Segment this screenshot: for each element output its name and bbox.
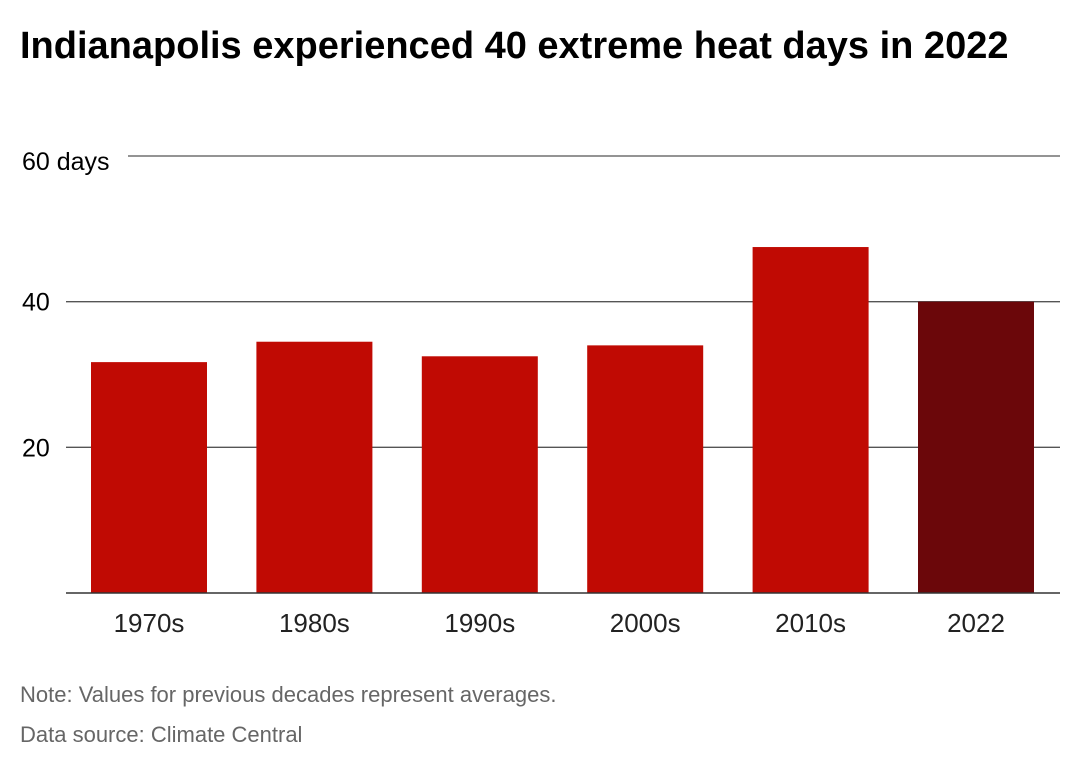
y-tick-label-20: 20 [22,434,50,462]
chart-title: Indianapolis experienced 40 extreme heat… [20,25,1009,67]
y-tick-label-60: 60 days [22,148,110,176]
bar-chart: 20 40 60 days 1970s 1980s 1990s 2000s 2010s 2022 [22,148,1060,638]
gridlines [66,155,1060,448]
bar-1970s [91,362,207,593]
x-tick-label-2010s: 2010s [775,608,846,638]
bar-2010s [752,247,869,593]
bar-1990s [421,356,538,593]
x-tick-label-1990s: 1990s [444,608,515,638]
y-tick-label-40: 40 [22,289,50,317]
bar-2022 [918,301,1034,593]
x-tick-label-2022: 2022 [947,608,1005,638]
x-tick-label-1980s: 1980s [279,608,350,638]
bar-2000s [587,345,704,593]
bars [91,247,1034,593]
data-source: Data source: Climate Central [20,722,303,747]
x-tick-label-2000s: 2000s [610,608,681,638]
chart-note: Note: Values for previous decades repres… [20,682,557,707]
labels: 20 40 60 days 1970s 1980s 1990s 2000s 2010s 2022 [22,148,1005,638]
x-tick-label-1970s: 1970s [114,608,185,638]
bar-1980s [256,341,373,593]
